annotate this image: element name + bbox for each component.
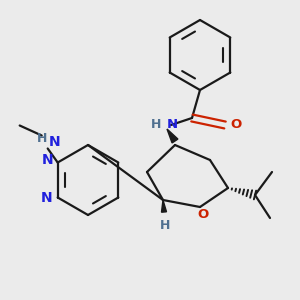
Text: N: N xyxy=(41,190,53,205)
Text: N: N xyxy=(49,134,60,148)
Text: O: O xyxy=(197,208,208,221)
Text: O: O xyxy=(230,118,241,131)
Text: N: N xyxy=(167,118,178,130)
Text: H: H xyxy=(160,219,170,232)
Polygon shape xyxy=(167,129,178,143)
Polygon shape xyxy=(161,200,166,212)
Text: H: H xyxy=(37,132,47,145)
Text: N: N xyxy=(42,154,54,167)
Text: H: H xyxy=(151,118,161,130)
